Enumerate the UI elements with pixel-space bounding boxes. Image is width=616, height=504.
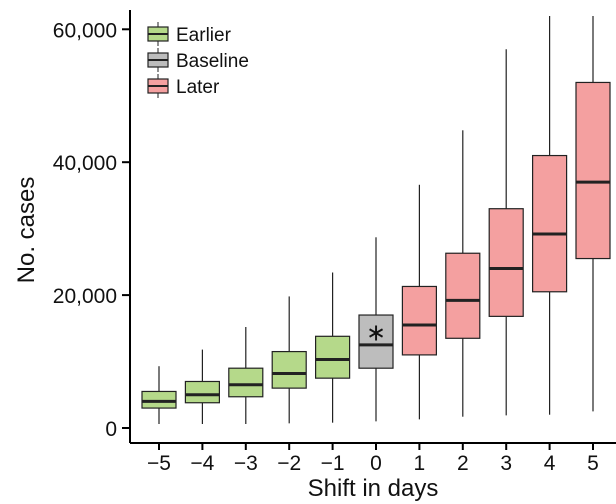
box-3 bbox=[488, 49, 524, 416]
legend-item-baseline: Baseline bbox=[147, 48, 249, 72]
box-iqr bbox=[401, 285, 437, 356]
legend-label: Earlier bbox=[176, 25, 232, 46]
ticks-layer: 0 20,000 40,000 60,000 −5 −4 −3 −2 −1 0 1 2 3 4 5 bbox=[53, 19, 599, 475]
asterisk-marker: ∗ bbox=[366, 320, 386, 347]
box-5 bbox=[575, 16, 611, 412]
x-axis-label: Shift in days bbox=[308, 475, 439, 502]
box-iqr bbox=[271, 350, 307, 389]
x-tick-label: −4 bbox=[190, 452, 214, 475]
x-tick-label: 4 bbox=[544, 452, 556, 475]
y-axis-label: No. cases bbox=[13, 177, 40, 284]
box-iqr bbox=[141, 390, 177, 409]
y-tick-label: 60,000 bbox=[53, 19, 117, 42]
x-tick-label: −2 bbox=[277, 452, 301, 475]
box-0: ∗ bbox=[358, 237, 394, 422]
box-iqr bbox=[184, 380, 220, 404]
box-iqr bbox=[531, 154, 568, 293]
legend-item-later: Later bbox=[147, 74, 220, 98]
legend: Earlier Baseline Later bbox=[147, 22, 249, 98]
y-tick-label: 40,000 bbox=[53, 152, 117, 175]
box-−5 bbox=[141, 366, 177, 425]
x-tick-label: 3 bbox=[500, 452, 512, 475]
box-iqr bbox=[315, 335, 351, 379]
box-−3 bbox=[228, 326, 264, 425]
box-iqr bbox=[488, 208, 524, 317]
boxes-layer: ∗ bbox=[141, 16, 611, 425]
box-−2 bbox=[271, 296, 307, 424]
y-tick-label: 0 bbox=[105, 418, 117, 441]
axes-layer bbox=[129, 10, 616, 444]
legend-label: Later bbox=[176, 77, 220, 98]
box-iqr bbox=[358, 314, 394, 369]
x-tick-label: 0 bbox=[370, 452, 382, 475]
box-2 bbox=[445, 130, 481, 417]
box-−4 bbox=[184, 349, 220, 425]
box-−1 bbox=[315, 272, 351, 423]
box-iqr bbox=[445, 252, 481, 339]
box-iqr bbox=[228, 367, 264, 398]
x-tick-label: −1 bbox=[321, 452, 345, 475]
x-tick-label: 5 bbox=[587, 452, 599, 475]
legend-item-earlier: Earlier bbox=[147, 22, 232, 46]
box-4 bbox=[531, 16, 568, 415]
legend-label: Baseline bbox=[176, 51, 249, 72]
x-tick-label: −5 bbox=[147, 452, 171, 475]
y-tick-label: 20,000 bbox=[53, 285, 117, 308]
x-tick-label: −3 bbox=[234, 452, 258, 475]
x-tick-label: 1 bbox=[414, 452, 426, 475]
x-tick-label: 2 bbox=[457, 452, 469, 475]
box-iqr bbox=[575, 81, 611, 260]
box-1 bbox=[401, 184, 437, 420]
